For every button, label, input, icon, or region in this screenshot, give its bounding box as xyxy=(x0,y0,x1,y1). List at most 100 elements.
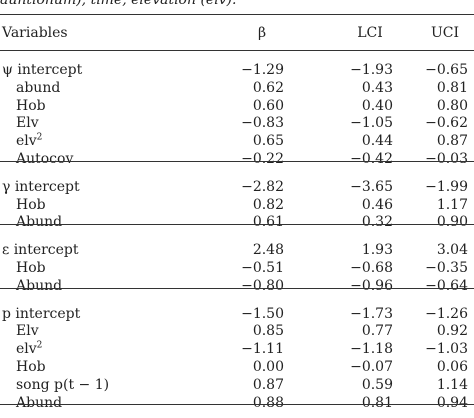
value-cell: 0.92 xyxy=(436,323,468,340)
row-label: Elv xyxy=(16,114,39,132)
value-cell: −1.18 xyxy=(350,341,393,358)
value-cell: 0.87 xyxy=(252,376,284,393)
bottom-rule xyxy=(0,404,474,405)
value-cell: 0.90 xyxy=(436,214,468,231)
header-cell: Variables xyxy=(2,25,68,41)
group-rule xyxy=(0,224,474,225)
value-cell: −0.80 xyxy=(241,277,284,294)
superscript: 2 xyxy=(36,340,43,351)
row-label: p intercept xyxy=(2,305,80,323)
value-cell: 0.88 xyxy=(252,394,284,411)
row-label: ψ intercept xyxy=(2,61,82,79)
value-cell: 0.65 xyxy=(252,133,284,150)
value-cell: −1.99 xyxy=(425,178,468,195)
value-cell: −1.26 xyxy=(425,305,468,322)
row-label: Abund xyxy=(16,213,62,231)
value-cell: 0.43 xyxy=(361,79,393,96)
row-label: Hob xyxy=(16,97,46,115)
row-label: abund xyxy=(16,79,60,97)
value-cell: 0.61 xyxy=(252,214,284,231)
row-label: elv2 xyxy=(16,340,42,358)
value-cell: 0.00 xyxy=(252,359,284,375)
value-cell: −1.11 xyxy=(241,341,284,358)
label-text: ψ intercept xyxy=(2,62,83,78)
value-cell: −3.65 xyxy=(350,178,393,195)
caption: auntionum), time, elevation (elv). xyxy=(0,0,237,8)
label-text: Hob xyxy=(16,260,46,276)
value-cell: 2.48 xyxy=(252,242,284,259)
value-cell: 0.60 xyxy=(252,97,284,114)
label-text: γ intercept xyxy=(2,178,80,195)
label-text: Elv xyxy=(16,323,39,340)
value-cell: −0.51 xyxy=(241,260,284,276)
value-cell: 0.44 xyxy=(361,133,393,150)
value-cell: −0.03 xyxy=(425,151,468,167)
value-cell: −0.07 xyxy=(350,359,393,375)
label-text: Hob xyxy=(16,97,46,114)
label-text: Abund xyxy=(16,214,63,231)
header-cell: LCI xyxy=(357,25,383,41)
value-cell: 1.17 xyxy=(436,196,468,213)
header-cell: UCI xyxy=(430,25,460,41)
label-text: abund xyxy=(16,79,61,96)
value-cell: 0.32 xyxy=(361,214,393,231)
label-text: song p(t − 1) xyxy=(16,376,110,393)
value-cell: 0.46 xyxy=(361,196,393,213)
value-cell: 0.81 xyxy=(361,394,393,411)
value-cell: −0.83 xyxy=(241,115,284,132)
value-cell: 1.14 xyxy=(436,376,468,393)
value-cell: 0.59 xyxy=(361,376,393,393)
value-cell: −1.03 xyxy=(425,341,468,358)
value-cell: 0.77 xyxy=(361,323,393,340)
value-cell: −2.82 xyxy=(241,178,284,195)
value-cell: −0.62 xyxy=(425,115,468,132)
label-text: Abund xyxy=(16,277,63,294)
row-label: γ intercept xyxy=(2,178,80,196)
row-label: Hob xyxy=(16,196,46,214)
row-label: Hob xyxy=(16,358,46,376)
top-rule xyxy=(0,14,474,15)
row-label: ε intercept xyxy=(2,241,79,259)
value-cell: 0.40 xyxy=(361,97,393,114)
row-label: Autocov xyxy=(16,150,73,168)
value-cell: 1.93 xyxy=(361,242,393,259)
value-cell: 0.85 xyxy=(252,323,284,340)
value-cell: −0.35 xyxy=(425,260,468,276)
row-label: song p(t − 1) xyxy=(16,376,109,394)
value-cell: 3.04 xyxy=(436,242,468,259)
value-cell: 0.94 xyxy=(436,394,468,411)
label-text: Abund xyxy=(16,394,63,411)
value-cell: −1.05 xyxy=(350,115,393,132)
value-cell: 0.81 xyxy=(436,79,468,96)
label-text: Elv xyxy=(16,115,39,132)
value-cell: −1.93 xyxy=(350,62,393,78)
value-cell: −1.50 xyxy=(241,305,284,322)
row-label: Elv xyxy=(16,322,39,340)
value-cell: −0.68 xyxy=(350,260,393,276)
value-cell: −1.29 xyxy=(241,62,284,78)
row-label: Abund xyxy=(16,277,62,295)
value-cell: 0.80 xyxy=(436,97,468,114)
header-rule xyxy=(0,50,474,51)
row-label: Abund xyxy=(16,394,62,412)
label-text: p intercept xyxy=(2,305,81,322)
group-rule xyxy=(0,288,474,289)
value-cell: −0.65 xyxy=(425,62,468,78)
label-text: elv xyxy=(16,133,37,150)
row-label: elv2 xyxy=(16,132,42,150)
label-text: Hob xyxy=(16,196,46,213)
label-text: ε intercept xyxy=(2,242,79,259)
label-text: Hob xyxy=(16,359,46,375)
label-text: elv xyxy=(16,341,37,358)
group-rule xyxy=(0,161,474,162)
value-cell: 0.87 xyxy=(436,133,468,150)
value-cell: 0.62 xyxy=(252,79,284,96)
value-cell: −0.22 xyxy=(241,151,284,167)
row-label: Hob xyxy=(16,259,46,277)
header-cell: β xyxy=(257,25,267,41)
value-cell: 0.06 xyxy=(436,359,468,375)
value-cell: −0.96 xyxy=(350,277,393,294)
value-cell: −0.42 xyxy=(350,151,393,167)
value-cell: −0.64 xyxy=(425,277,468,294)
